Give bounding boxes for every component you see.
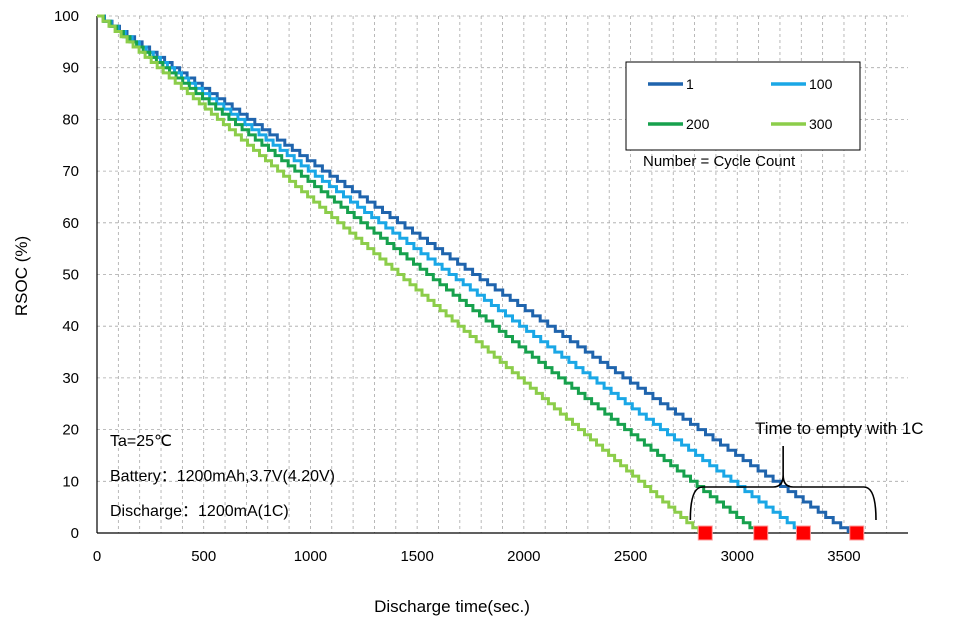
y-tick-label: 30 (62, 370, 79, 387)
x-tick-label: 2500 (614, 548, 647, 565)
y-tick-label: 80 (62, 111, 79, 128)
empty-marker (795, 525, 811, 541)
y-tick-labels: 0 10 20 30 40 50 60 70 80 90 100 (54, 8, 79, 542)
y-tick-label: 60 (62, 215, 79, 232)
x-tick-label: 2000 (507, 548, 540, 565)
condition-discharge: Discharge：1200mA(1C) (110, 503, 289, 520)
y-tick-label: 100 (54, 8, 79, 25)
legend-label-1: 1 (686, 76, 694, 92)
axes (96, 16, 908, 534)
legend: 1 100 200 300 (625, 61, 861, 151)
legend-label-200: 200 (686, 116, 710, 132)
x-tick-label: 3500 (827, 548, 860, 565)
y-tick-label: 70 (62, 163, 79, 180)
y-tick-label: 10 (62, 473, 79, 490)
condition-battery: Battery：1200mAh,3.7V(4.20V) (110, 468, 335, 485)
x-tick-label: 3000 (721, 548, 754, 565)
conditions-notes: Ta=25℃ Battery：1200mAh,3.7V(4.20V) Disch… (110, 433, 335, 520)
y-tick-label: 20 (62, 422, 79, 439)
series-line-200 (97, 14, 758, 533)
empty-marker (697, 525, 713, 541)
empty-marker (753, 525, 769, 541)
y-tick-label: 50 (62, 267, 79, 284)
series-line-1 (97, 14, 850, 533)
series-line-100 (97, 14, 803, 533)
callout-label: Time to empty with 1C (755, 419, 923, 438)
x-tick-label: 500 (191, 548, 216, 565)
x-tick-label: 1500 (400, 548, 433, 565)
legend-box (625, 61, 861, 151)
x-tick-labels: 0 500 1000 1500 2000 2500 3000 3500 (93, 548, 861, 565)
empty-markers (697, 525, 865, 541)
callout-bracket (689, 446, 877, 521)
y-tick-label: 0 (71, 525, 79, 542)
x-tick-label: 1000 (294, 548, 327, 565)
x-axis-title: Discharge time(sec.) (374, 597, 530, 616)
legend-note: Number = Cycle Count (643, 153, 796, 170)
empty-marker (849, 525, 865, 541)
series-lines (97, 14, 850, 533)
legend-label-300: 300 (809, 116, 833, 132)
series-line-300 (97, 14, 701, 533)
condition-temperature: Ta=25℃ (110, 433, 172, 450)
y-axis-title: RSOC (%) (12, 236, 31, 316)
x-tick-label: 0 (93, 548, 101, 565)
y-tick-label: 40 (62, 318, 79, 335)
y-tick-label: 90 (62, 60, 79, 77)
legend-label-100: 100 (809, 76, 833, 92)
